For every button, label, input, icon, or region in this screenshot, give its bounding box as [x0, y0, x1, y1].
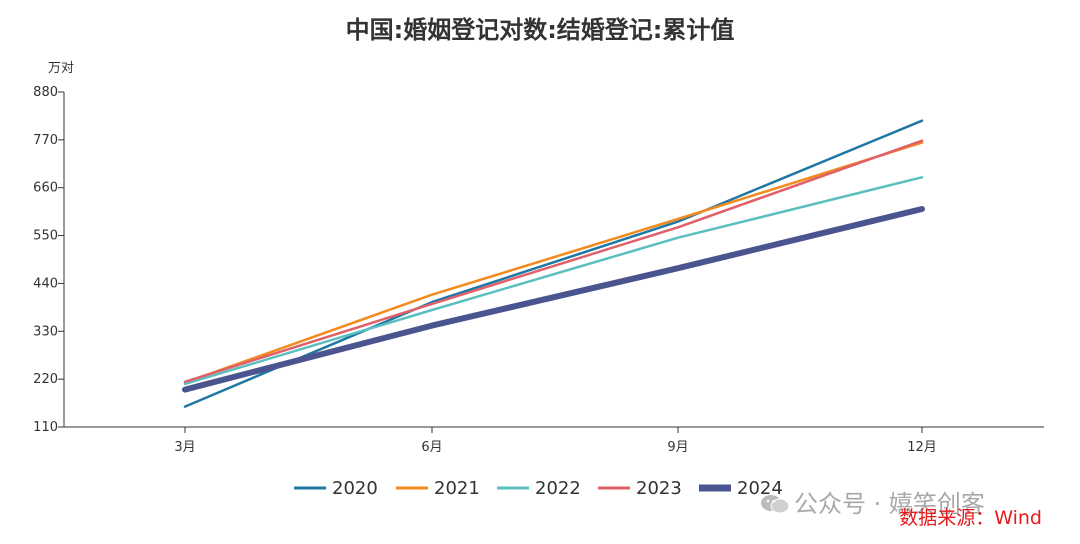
legend-item-2020[interactable]: 2020: [294, 478, 378, 499]
series-line-2022: [183, 176, 924, 386]
x-tick-label: 3月: [174, 440, 195, 455]
x-tick-label: 6月: [421, 440, 442, 455]
chart-title: 中国:婚姻登记对数:结婚登记:累计值: [346, 16, 735, 44]
axes: 880 770 660 550 440 330 220 110 3月 6月 9月 12月: [33, 85, 1044, 455]
y-tick-label: 770: [33, 133, 58, 148]
y-unit-label: 万对: [48, 61, 74, 76]
legend-label: 2023: [636, 478, 682, 499]
series-line-2023: [183, 139, 924, 384]
legend-label: 2022: [535, 478, 581, 499]
series-line-2024: [182, 206, 925, 393]
y-tick-label: 660: [33, 181, 58, 196]
watermark-text: 公众号 · 嬉笑创客: [794, 490, 985, 518]
legend-item-2021[interactable]: 2021: [396, 478, 480, 499]
source-note: 数据来源：Wind: [899, 507, 1042, 529]
legend-item-2022[interactable]: 2022: [497, 478, 581, 499]
series-line-2021: [183, 141, 924, 384]
y-tick-label: 330: [33, 324, 58, 339]
x-tick-label: 12月: [907, 440, 937, 455]
y-tick-label: 110: [33, 420, 58, 435]
series-line-2020: [183, 119, 924, 408]
series-lines: [182, 119, 925, 408]
y-tick-label: 550: [33, 229, 58, 244]
legend-item-2023[interactable]: 2023: [598, 478, 682, 499]
watermark: 公众号 · 嬉笑创客: [760, 484, 985, 519]
y-tick-label: 440: [33, 276, 58, 291]
y-tick-label: 220: [33, 372, 58, 387]
legend-label: 2021: [434, 478, 480, 499]
wechat-icon: [761, 495, 790, 514]
legend[interactable]: 2020 2021 2022 2023 2024: [294, 478, 783, 499]
y-tick-label: 880: [33, 85, 58, 100]
x-tick-label: 9月: [667, 440, 688, 455]
legend-label: 2020: [332, 478, 378, 499]
legend-item-2024[interactable]: 2024: [699, 478, 783, 499]
legend-label: 2024: [737, 478, 783, 499]
